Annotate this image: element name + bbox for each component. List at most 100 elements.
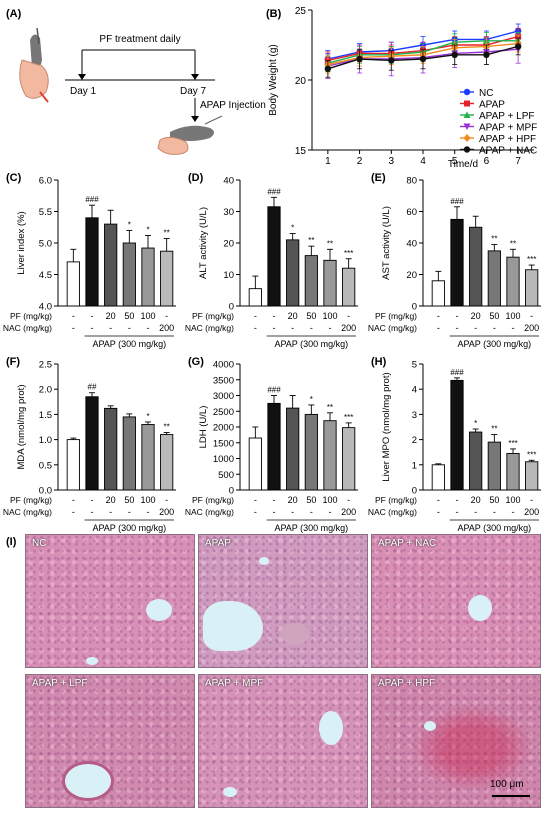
central-vein — [223, 787, 237, 797]
nac-dose-value: 200 — [341, 323, 356, 333]
bar — [122, 416, 136, 491]
nac-dose-value: - — [273, 323, 276, 333]
y-axis-title: MDA (nmol/mg prot) — [16, 385, 27, 470]
legend-item: APAP + HPF — [460, 134, 536, 145]
y-tick-label: 2.5 — [39, 360, 52, 371]
vessel-damage — [259, 557, 269, 565]
significance-label: * — [310, 395, 313, 404]
pf-dose-value: - — [456, 495, 459, 505]
scale-bar-label: 100 μm — [490, 779, 524, 790]
data-point — [451, 51, 458, 58]
panel-label: (F) — [6, 356, 20, 368]
apap-group-label: APAP (300 mg/kg) — [457, 523, 531, 533]
bar — [525, 269, 539, 307]
y-tick-label: 0 — [229, 302, 234, 313]
significance-label: ### — [267, 386, 281, 395]
schematic-day1: Day 1 — [70, 86, 97, 97]
nac-dose-label: NAC (mg/kg) — [3, 507, 52, 517]
bar — [525, 461, 539, 491]
y-tick-label: 4000 — [213, 360, 234, 371]
pf-dose-value: 50 — [489, 495, 499, 505]
significance-label: ### — [267, 187, 281, 196]
significance-label: * — [128, 220, 131, 229]
y-axis-title: LDH (U/L) — [198, 406, 209, 449]
y-axis-title: Liver MPO (nmol/mg prot) — [381, 372, 392, 481]
panel-label: (C) — [6, 172, 22, 184]
nac-dose-value: - — [273, 507, 276, 517]
significance-label: *** — [344, 413, 353, 422]
pf-dose-label: PF (mg/kg) — [192, 495, 234, 505]
nac-dose-value: 200 — [341, 507, 356, 517]
nac-dose-value: - — [291, 507, 294, 517]
y-tick-label: 40 — [223, 176, 234, 187]
significance-label: ** — [327, 239, 333, 248]
apap-group-label: APAP (300 mg/kg) — [92, 523, 166, 533]
nac-dose-value: - — [512, 507, 515, 517]
y-tick-label: 20 — [406, 270, 417, 281]
nac-dose-value: - — [72, 507, 75, 517]
data-point — [483, 51, 490, 58]
y-tick-label: 2500 — [213, 407, 234, 418]
schematic-injection: APAP Injection — [200, 100, 266, 111]
bar — [487, 441, 501, 491]
y-tick-label: 2.0 — [39, 385, 52, 396]
bar — [286, 407, 300, 491]
panel-label-i: (I) — [6, 536, 17, 548]
nac-dose-value: - — [456, 323, 459, 333]
bar — [286, 239, 300, 307]
y-tick-label: 3500 — [213, 375, 234, 386]
nac-dose-value: - — [128, 323, 131, 333]
pf-dose-value: - — [72, 311, 75, 321]
significance-label: *** — [508, 439, 517, 448]
histology-label: APAP + HPF — [378, 678, 436, 689]
y-tick-label: 20 — [295, 76, 307, 87]
significance-label: ** — [164, 423, 170, 432]
legend-item: NC — [460, 88, 493, 99]
histology-apap-hpf: APAP + HPF 100 μm — [371, 674, 541, 808]
y-tick-label: 1.5 — [39, 410, 52, 421]
y-tick-label: 0.5 — [39, 460, 52, 471]
nac-dose-value: - — [109, 507, 112, 517]
significance-label: ** — [510, 239, 516, 248]
bar — [66, 439, 80, 491]
y-tick-label: 5.0 — [39, 239, 52, 250]
pf-dose-value: - — [165, 495, 168, 505]
y-tick-label: 0 — [229, 486, 234, 497]
bar — [141, 424, 155, 491]
nac-dose-label: NAC (mg/kg) — [185, 323, 234, 333]
pf-dose-value: 100 — [505, 495, 520, 505]
histology-label: APAP + NAC — [378, 538, 437, 549]
y-tick-label: 5 — [412, 360, 417, 371]
y-tick-label: 1 — [412, 460, 417, 471]
histology-label: APAP — [205, 538, 231, 549]
pf-dose-value: - — [165, 311, 168, 321]
y-axis-title: ALT activity (U/L) — [198, 207, 209, 279]
legend-label: APAP + HPF — [479, 134, 536, 145]
y-tick-label: 4.5 — [39, 270, 52, 281]
nac-dose-label: NAC (mg/kg) — [3, 323, 52, 333]
nac-dose-value: - — [91, 507, 94, 517]
y-tick-label: 0.0 — [39, 486, 52, 497]
legend-item: APAP — [460, 100, 505, 111]
significance-label: ### — [450, 197, 464, 206]
bar — [85, 217, 99, 307]
bar — [304, 413, 318, 491]
pf-dose-value: - — [437, 495, 440, 505]
nac-dose-value: - — [329, 323, 332, 333]
central-vein — [146, 599, 172, 621]
pf-dose-value: 20 — [471, 495, 481, 505]
legend-marker — [464, 100, 470, 107]
pf-dose-value: - — [72, 495, 75, 505]
pf-dose-value: - — [347, 311, 350, 321]
scale-bar — [492, 795, 530, 797]
panel-d-alt-chart: (D) 0 10 20 30 40 ALT activity (U/L) - - ### - - * 20… — [185, 172, 358, 349]
panel-label: (D) — [188, 172, 204, 184]
nac-dose-label: NAC (mg/kg) — [368, 323, 417, 333]
pf-dose-value: 50 — [124, 495, 134, 505]
bar — [160, 250, 174, 307]
y-axis-title: Body Weight (g) — [268, 44, 279, 116]
legend-item: APAP + LPF — [460, 111, 535, 122]
panel-a-schematic: (A) PF treatment daily Day 1 Day 7 APAP … — [6, 8, 266, 155]
central-vein — [62, 761, 114, 801]
vessel-damage — [281, 623, 309, 645]
